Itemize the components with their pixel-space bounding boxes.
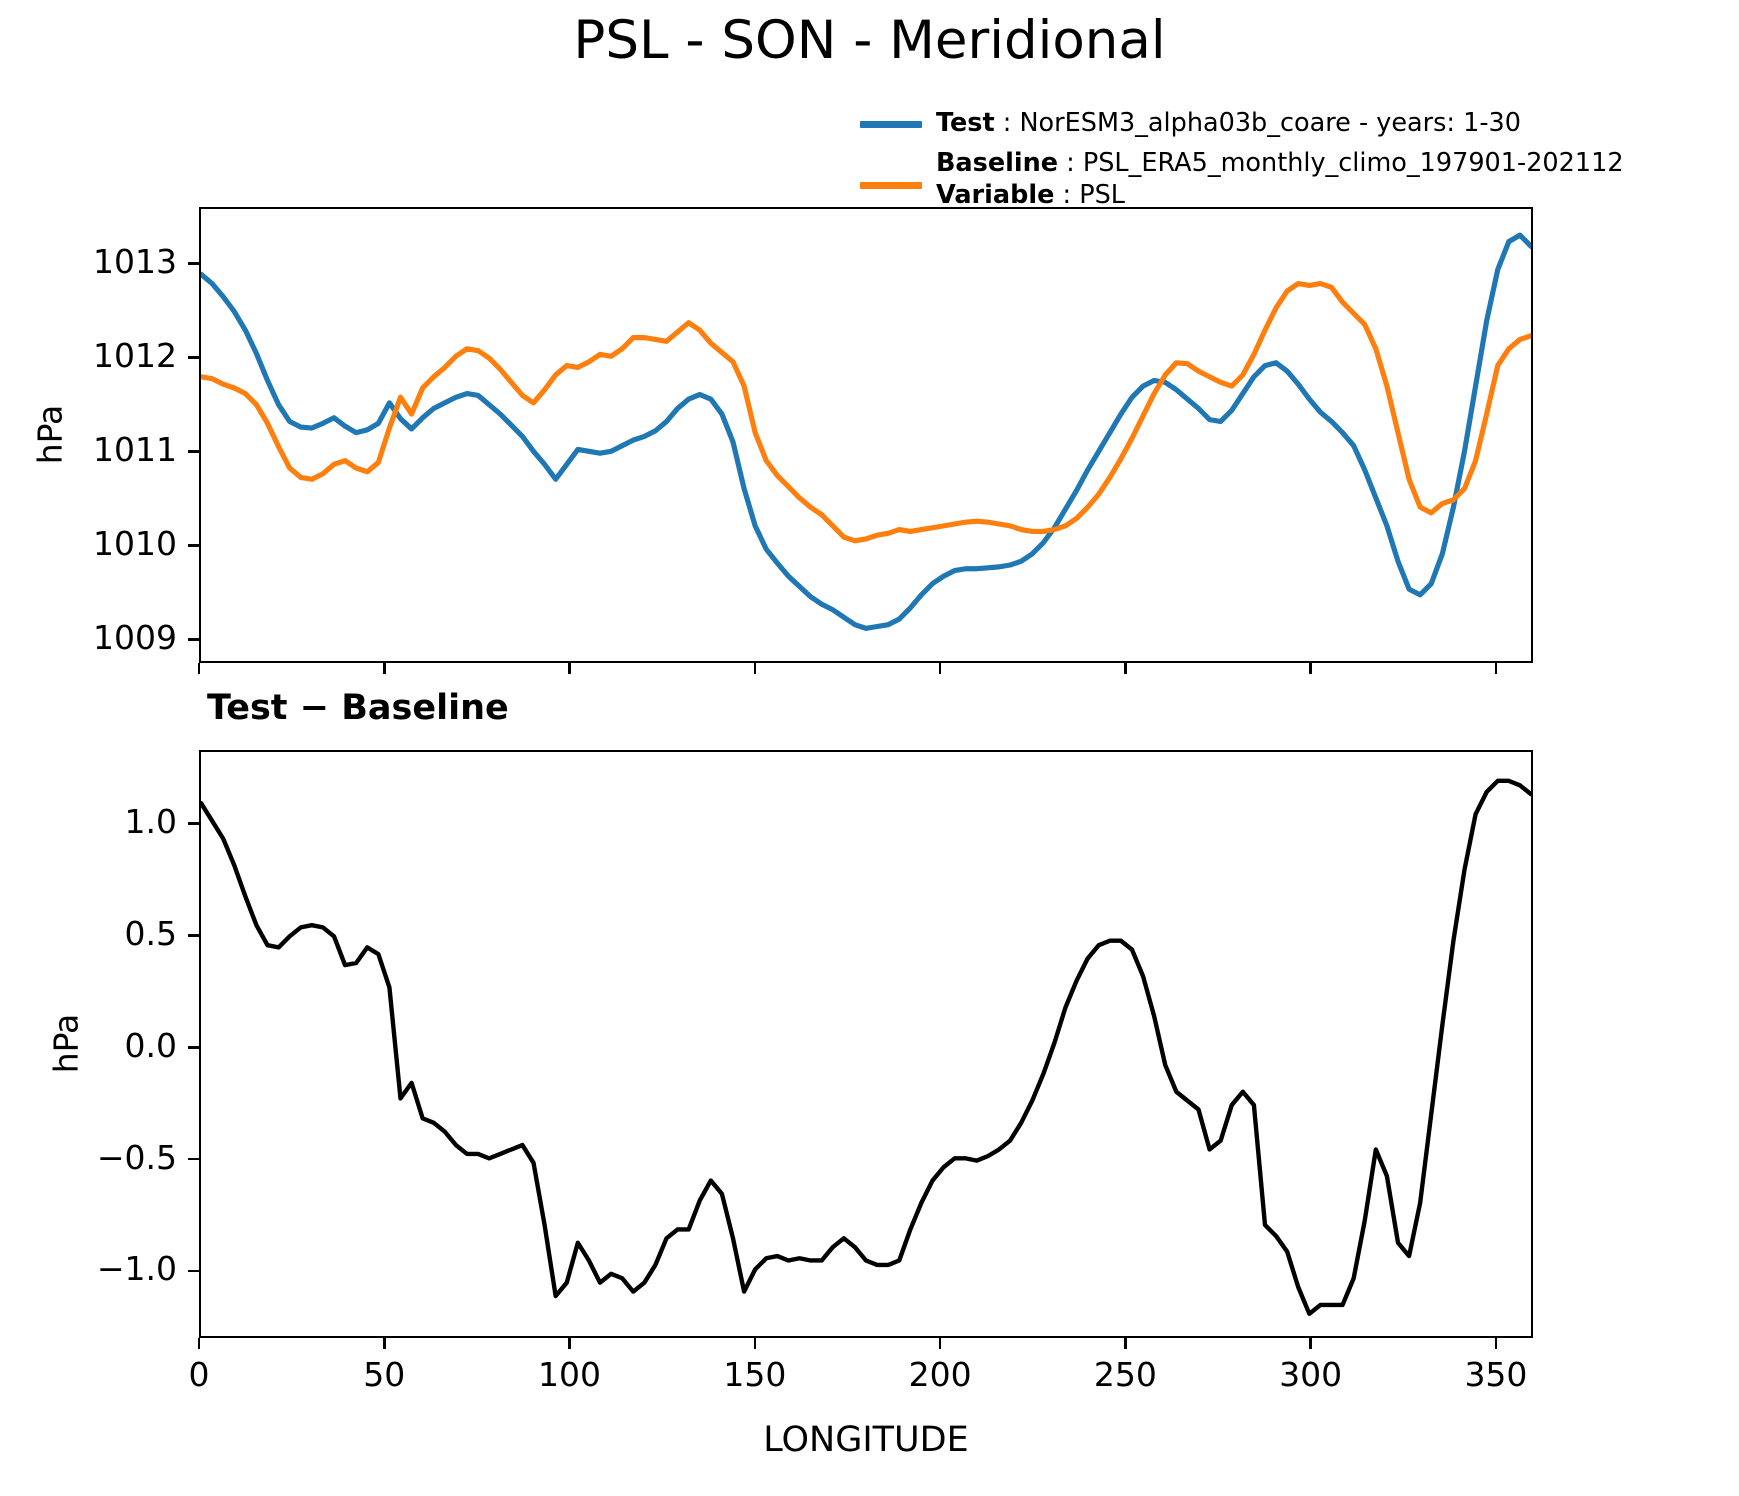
legend-value-variable: PSL	[1079, 180, 1125, 211]
legend-label-test: Test : NorESM3_alpha03b_coare - years: 1…	[936, 111, 1521, 137]
series-line-test	[201, 232, 1531, 631]
legend-entry-test: Test : NorESM3_alpha03b_coare - years: 1…	[860, 104, 1739, 144]
ytick-label: 1012	[93, 335, 177, 375]
ytick-label: 1011	[93, 429, 177, 469]
series-line-test-baseline	[201, 778, 1531, 1316]
xtick-mark-top	[197, 663, 201, 674]
legend-label-baseline: Baseline : PSL_ERA5_monthly_climo_197901…	[936, 151, 1624, 177]
xtick-mark	[938, 1338, 942, 1349]
figure-title: PSL - SON - Meridional	[573, 10, 1166, 71]
legend-label-variable: Variable : PSL	[936, 183, 1125, 209]
ytick-label: 1010	[93, 523, 177, 563]
ytick-label: −0.5	[96, 1137, 177, 1177]
ytick-label: 1013	[93, 241, 177, 281]
xtick-mark	[1494, 1338, 1498, 1349]
legend-entry-baseline: Baseline : PSL_ERA5_monthly_climo_197901…	[860, 144, 1739, 184]
ytick-label: 0.5	[124, 914, 177, 954]
difference-plot-xlabel: LONGITUDE	[763, 1420, 969, 1460]
difference-plot-panel	[199, 750, 1533, 1338]
xtick-mark-top	[1309, 663, 1312, 674]
xtick-mark	[382, 1338, 386, 1349]
legend-entry-variable: Variable : PSL	[860, 178, 1739, 214]
ytick-mark	[188, 822, 199, 826]
legend-swatch-baseline	[860, 181, 922, 189]
legend-swatch-baseline-spacer	[860, 161, 922, 168]
ytick-mark	[188, 1157, 199, 1161]
xtick-mark	[197, 1338, 201, 1349]
xtick-mark-top	[1124, 663, 1127, 674]
legend-sep-baseline: :	[1058, 148, 1083, 179]
difference-plot-subtitle: Test − Baseline	[207, 688, 509, 728]
xtick-label: 50	[363, 1355, 406, 1394]
legend-key-test: Test	[936, 108, 995, 139]
ytick-mark	[188, 450, 199, 453]
ytick-mark	[188, 638, 199, 641]
xtick-label: 100	[538, 1355, 602, 1394]
xtick-mark	[1124, 1338, 1127, 1349]
ytick-label: −1.0	[96, 1249, 177, 1289]
xtick-mark-top	[568, 663, 571, 674]
xtick-label: 350	[1464, 1355, 1528, 1394]
ytick-mark	[188, 1046, 199, 1049]
xtick-mark	[753, 1338, 757, 1349]
legend-key-variable: Variable	[936, 180, 1055, 211]
xtick-mark-top	[1494, 663, 1498, 674]
xtick-mark-top	[382, 663, 386, 674]
xtick-mark-top	[753, 663, 757, 674]
legend-sep-variable: :	[1054, 180, 1080, 211]
xtick-label: 150	[723, 1355, 787, 1394]
xtick-mark	[568, 1338, 571, 1349]
main-plot-panel	[199, 207, 1533, 663]
ytick-label: 0.0	[124, 1025, 177, 1065]
difference-plot-svg	[201, 778, 1531, 1316]
legend-key-baseline: Baseline	[936, 148, 1059, 179]
xtick-label: 0	[188, 1355, 210, 1394]
xtick-mark	[1309, 1338, 1312, 1349]
legend-swatch-test	[860, 120, 922, 128]
ytick-mark	[188, 262, 199, 265]
xtick-label: 250	[1093, 1355, 1157, 1394]
ytick-mark	[188, 934, 199, 937]
ytick-mark	[188, 356, 199, 359]
xtick-label: 200	[908, 1355, 972, 1394]
ytick-label: 1009	[93, 618, 177, 657]
ytick-label: 1.0	[124, 802, 177, 842]
ytick-mark	[188, 544, 199, 547]
legend-value-baseline: PSL_ERA5_monthly_climo_197901-202112	[1082, 148, 1624, 179]
legend: Test : NorESM3_alpha03b_coare - years: 1…	[860, 104, 1739, 214]
ytick-mark	[188, 1269, 199, 1273]
main-plot-svg	[201, 232, 1531, 631]
xtick-label: 300	[1279, 1355, 1343, 1394]
legend-sep-test: :	[994, 108, 1020, 139]
legend-value-test: NorESM3_alpha03b_coare - years: 1-30	[1019, 108, 1522, 139]
series-line-baseline	[201, 280, 1531, 544]
xtick-mark-top	[938, 663, 942, 674]
